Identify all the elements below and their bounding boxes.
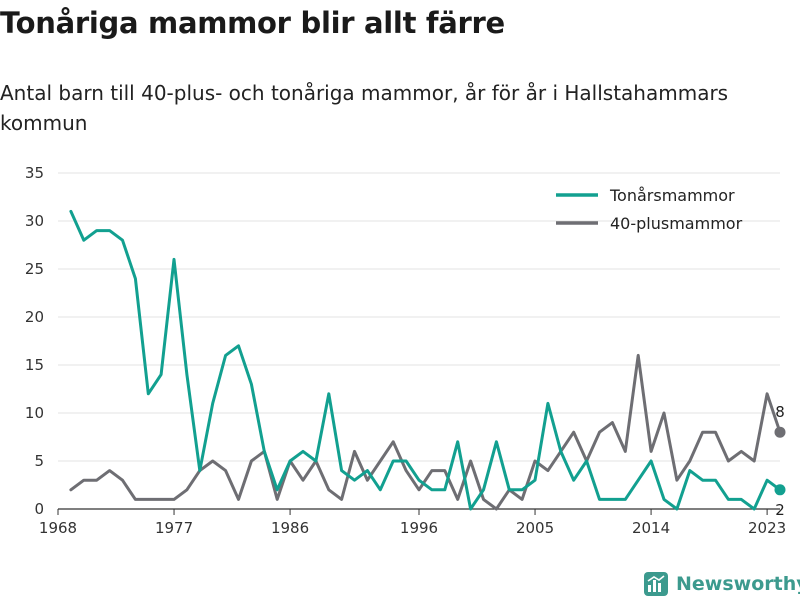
legend-label: Tonårsmammor xyxy=(609,186,735,205)
y-axis-ticks: 0 5 10 15 20 25 30 35 xyxy=(25,164,44,518)
series-line-40-plusmammor xyxy=(69,353,782,511)
legend-label: 40-plusmammor xyxy=(610,214,743,233)
y-tick-label: 15 xyxy=(25,356,44,374)
y-tick-label: 0 xyxy=(34,500,44,518)
series-line-tonarsmammor xyxy=(69,209,782,511)
end-point-marker xyxy=(774,426,786,438)
x-tick-label: 2023 xyxy=(748,519,786,537)
chart-title: Tonåriga mammor blir allt färre xyxy=(0,6,505,40)
y-tick-label: 10 xyxy=(25,404,44,422)
brand-name: Newsworthy xyxy=(676,573,800,595)
x-tick-label: 1996 xyxy=(400,519,438,537)
y-tick-label: 5 xyxy=(34,452,44,470)
end-point-marker xyxy=(774,484,786,496)
y-tick-label: 35 xyxy=(25,164,44,182)
x-tick-label: 1977 xyxy=(155,519,193,537)
x-axis: 1968 1977 1986 1996 2005 2014 2023 xyxy=(39,508,786,537)
bar-chart-icon xyxy=(644,572,668,596)
chart-subtitle: Antal barn till 40-plus- och tonåriga ma… xyxy=(0,81,729,135)
x-tick-label: 1986 xyxy=(271,519,309,537)
end-value-label: 2 xyxy=(775,501,785,519)
legend: Tonårsmammor 40-plusmammor xyxy=(556,186,743,233)
y-grid xyxy=(58,172,780,462)
brand-logo: Newsworthy xyxy=(644,570,800,598)
x-tick-label: 1968 xyxy=(39,519,77,537)
x-tick-label: 2014 xyxy=(632,519,670,537)
y-tick-label: 30 xyxy=(25,212,44,230)
x-tick-label: 2005 xyxy=(516,519,554,537)
y-tick-label: 25 xyxy=(25,260,44,278)
end-value-label: 8 xyxy=(775,403,785,421)
series-lines: 82 xyxy=(69,209,786,519)
y-tick-label: 20 xyxy=(25,308,44,326)
